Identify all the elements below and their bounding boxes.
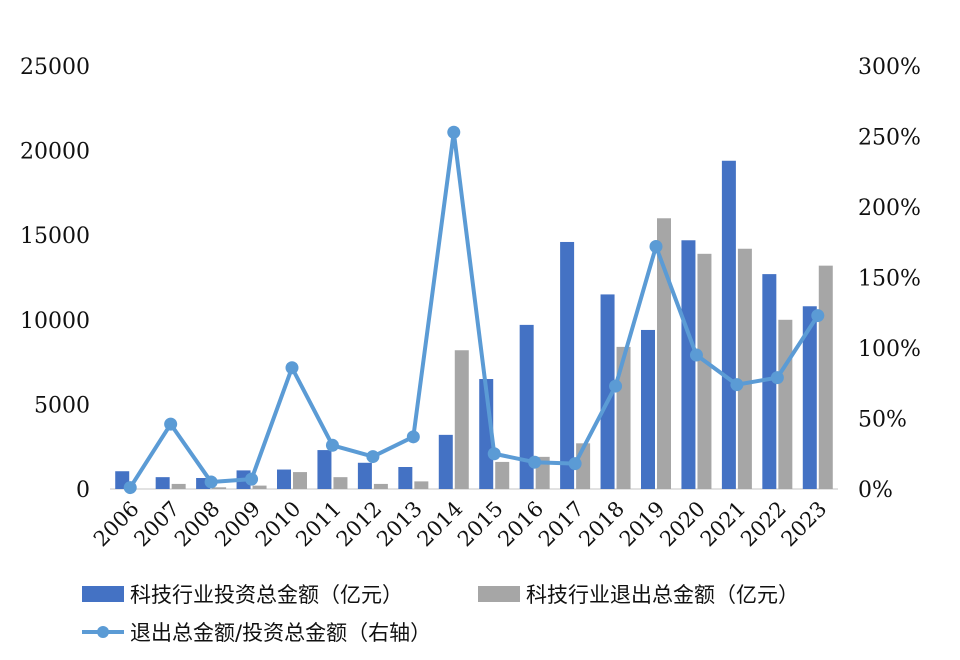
ratio-point [811,309,825,323]
x-tick-label: 2019 [615,497,670,552]
bar-exit [212,487,227,489]
bar-investment [277,469,291,489]
x-tick-label: 2015 [453,497,508,552]
x-tick-label: 2018 [574,497,629,552]
bar-investment [802,306,817,489]
left-tick-label: 10000 [20,309,90,334]
ratio-point [649,239,663,253]
legend-swatch-investment [82,586,124,602]
legend-label-ratio: 退出总金额/投资总金额（右轴） [130,621,431,645]
right-tick-label: 100% [858,337,921,362]
left-axis: 0 5000 10000 15000 20000 25000 [20,55,90,503]
ratio-line [128,130,820,489]
right-tick-label: 50% [858,408,907,433]
left-tick-label: 15000 [20,224,90,249]
x-tick-label: 2016 [493,497,548,552]
ratio-point [204,475,218,489]
bar-investment [357,462,372,489]
legend-marker-ratio [97,626,109,638]
x-tick-label: 2017 [534,497,589,552]
right-tick-label: 250% [858,126,921,151]
x-tick-label: 2013 [372,497,427,552]
legend-label-investment: 科技行业投资总金额（亿元） [130,583,403,607]
bar-investment [721,160,736,489]
ratio-point [406,430,420,444]
bar-investment [681,240,696,489]
right-tick-label: 300% [858,55,921,80]
x-tick-label: 2009 [210,497,265,552]
bar-investment [398,467,413,489]
bars-layer [115,160,833,489]
bar-exit [697,253,712,489]
line-layer [123,125,825,495]
legend-label-exit: 科技行业退出总金额（亿元） [526,583,799,607]
bar-exit [657,218,671,489]
bar-exit [454,350,469,489]
ratio-point [123,481,137,495]
x-tick-label: 2012 [332,497,387,552]
left-tick-label: 25000 [20,55,90,80]
right-tick-label: 200% [858,196,921,221]
bar-exit [171,483,186,489]
x-tick-label: 2008 [170,497,225,552]
bar-exit [293,472,307,489]
ratio-point [447,125,461,139]
x-tick-label: 2011 [291,497,346,552]
ratio-point [366,450,380,464]
bar-investment [317,450,332,489]
ratio-point [730,378,744,392]
ratio-point [487,447,501,461]
left-tick-label: 20000 [20,140,90,165]
ratio-point [325,438,339,452]
legend-swatch-exit [478,586,520,602]
bar-exit [778,319,793,489]
left-tick-label: 0 [76,478,90,503]
bar-exit [495,461,510,489]
bar-exit [818,265,833,489]
x-tick-label: 2006 [89,497,144,552]
bar-exit [414,481,429,489]
ratio-point [245,472,259,486]
bar-exit [373,483,388,489]
ratio-point [164,417,178,431]
ratio-point [689,348,703,362]
x-tick-label: 2022 [736,497,791,552]
x-tick-label: 2021 [696,497,751,552]
x-tick-label: 2007 [129,497,184,552]
bar-investment [560,241,575,489]
left-tick-label: 5000 [34,393,90,418]
bar-exit [252,485,267,489]
bar-investment [519,324,534,489]
right-tick-label: 0% [858,478,893,503]
right-axis: 0% 50% 100% 150% 200% 250% 300% [858,55,921,503]
x-axis-ticks: 2006200720082009201020112012201320142015… [89,497,831,552]
bar-investment [600,294,615,489]
x-tick-label: 2010 [251,497,306,552]
ratio-point [568,457,582,471]
legend: 科技行业投资总金额（亿元） 科技行业退出总金额（亿元） 退出总金额/投资总金额（… [82,583,799,645]
bar-investment [641,329,655,489]
x-tick-label: 2014 [413,497,468,552]
ratio-point [285,361,299,375]
x-tick-label: 2023 [777,497,832,552]
bar-investment [196,478,211,489]
bar-exit [737,248,752,489]
ratio-point [770,371,784,385]
right-tick-label: 150% [858,267,921,292]
ratio-point [528,455,542,469]
bar-exit [333,477,348,489]
bar-investment [762,274,777,489]
ratio-point [609,379,623,393]
x-tick-label: 2020 [655,497,710,552]
bar-investment [155,477,170,489]
bar-investment [438,434,453,489]
